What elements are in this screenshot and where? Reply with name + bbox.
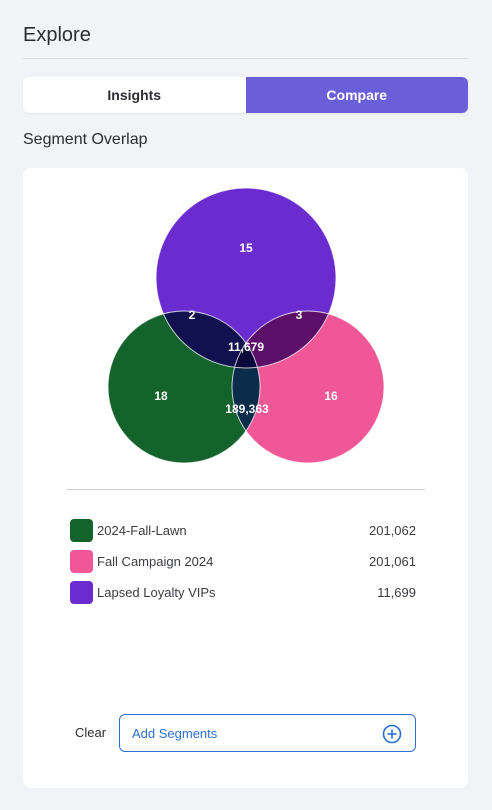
plus-circle-icon	[382, 724, 402, 744]
outline-campaign	[231, 310, 385, 464]
clear-button[interactable]: Clear	[75, 725, 107, 740]
label-lapsed-only: 15	[239, 241, 253, 255]
overlap-lawn-lapsed[interactable]	[156, 188, 336, 368]
section-title: Segment Overlap	[23, 131, 148, 148]
legend-count: 201,061	[369, 554, 416, 569]
legend-label: Lapsed Loyalty VIPs	[97, 585, 216, 600]
swatch-lapsed-loyalty	[70, 581, 93, 604]
legend: 2024-Fall-Lawn 201,062 Fall Campaign 202…	[70, 515, 416, 608]
tab-bar: Insights Compare	[23, 77, 468, 113]
tab-insights[interactable]: Insights	[23, 77, 246, 113]
label-campaign-only: 16	[324, 389, 338, 403]
swatch-fall-lawn	[70, 519, 93, 542]
swatch-fall-campaign	[70, 550, 93, 573]
legend-item-fall-campaign[interactable]: Fall Campaign 2024 201,061	[70, 546, 416, 577]
legend-count: 11,699	[377, 585, 416, 600]
label-lawn-campaign: 189,363	[225, 402, 269, 416]
label-lawn-lapsed: 2	[189, 308, 196, 322]
legend-count: 201,062	[369, 523, 416, 538]
header-divider	[23, 58, 468, 59]
label-lawn-only: 18	[154, 389, 168, 403]
tab-compare[interactable]: Compare	[245, 77, 468, 113]
outline-lawn	[107, 310, 261, 464]
add-segments-label: Add Segments	[132, 725, 218, 741]
legend-item-lapsed-loyalty[interactable]: Lapsed Loyalty VIPs 11,699	[70, 577, 416, 608]
overlap-campaign-lapsed[interactable]	[156, 188, 336, 368]
add-segments-button[interactable]: Add Segments	[119, 714, 416, 752]
legend-divider	[66, 489, 425, 490]
page-title: Explore	[23, 24, 91, 46]
outline-lapsed	[155, 187, 337, 369]
legend-label: Fall Campaign 2024	[97, 554, 214, 569]
legend-label: 2024-Fall-Lawn	[97, 523, 187, 538]
venn-diagram: 15 2 3 11,679 18 16 189,363	[107, 187, 385, 464]
card-footer: Clear Add Segments	[23, 713, 468, 753]
legend-item-fall-lawn[interactable]: 2024-Fall-Lawn 201,062	[70, 515, 416, 546]
label-campaign-lapsed: 3	[296, 308, 303, 322]
overlap-card: 15 2 3 11,679 18 16 189,363 2024-Fall-La…	[23, 168, 468, 788]
label-all-three: 11,679	[228, 340, 264, 354]
